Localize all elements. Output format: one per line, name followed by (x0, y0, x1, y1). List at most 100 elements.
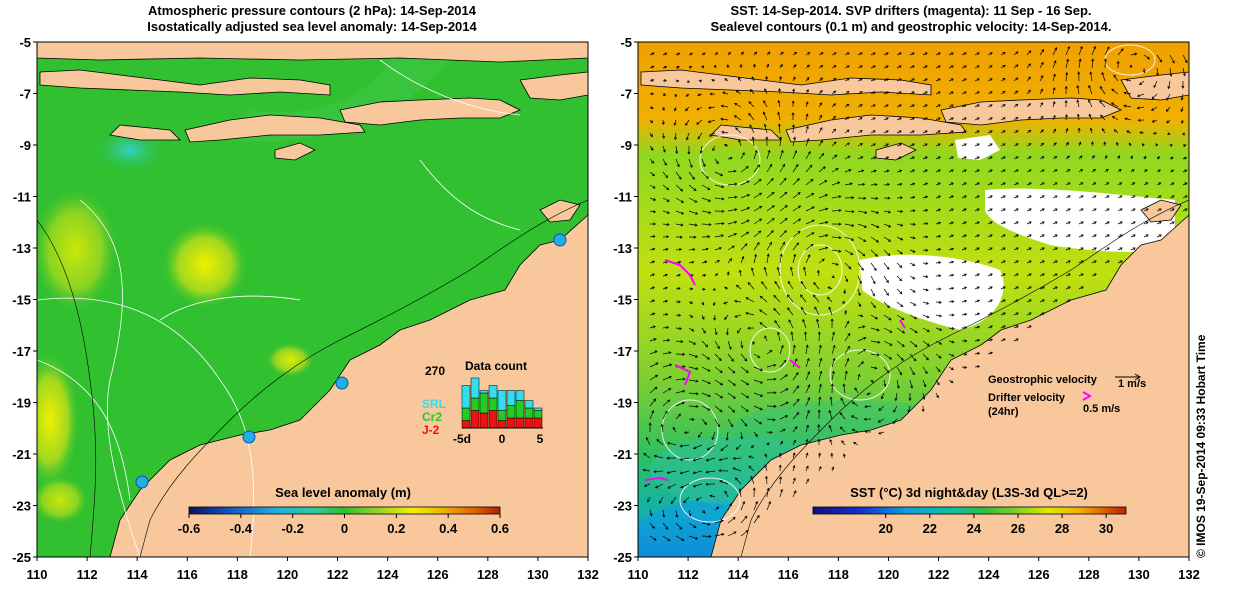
velocity-arrow (740, 366, 749, 373)
velocity-arrow (844, 275, 848, 282)
velocity-arrow-head (720, 104, 724, 108)
velocity-arrow-head (950, 247, 955, 251)
velocity-arrow-head (778, 452, 782, 456)
velocity-arrow-head (707, 381, 711, 385)
velocity-arrow-head (1028, 234, 1032, 238)
velocity-arrow-head (713, 64, 717, 68)
velocity-arrow (1052, 286, 1058, 290)
velocity-arrow-head (832, 357, 836, 361)
velocity-arrow (857, 170, 864, 173)
lat-tick-label: -21 (613, 447, 632, 462)
lat-tick-label: -9 (19, 138, 31, 153)
velocity-arrow-head (729, 156, 733, 160)
velocity-arrow-head (976, 325, 981, 329)
velocity-arrow-head (796, 411, 800, 415)
velocity-arrow (706, 457, 716, 461)
velocity-arrow-head (675, 150, 679, 155)
velocity-arrow (714, 235, 724, 238)
velocity-arrow-head (1015, 169, 1019, 173)
velocity-arrow (1039, 286, 1045, 290)
velocity-arrow (714, 223, 725, 225)
velocity-arrow (805, 164, 813, 173)
velocity-arrow (948, 261, 954, 264)
velocity-arrow (1000, 299, 1006, 303)
velocity-arrow-head (1125, 78, 1129, 82)
velocity-arrow-head (653, 454, 657, 458)
lat-tick-label: -15 (613, 293, 632, 308)
velocity-arrow-head (886, 292, 889, 296)
velocity-arrow (948, 65, 954, 69)
velocity-arrow-head (719, 370, 723, 373)
velocity-arrow-head (794, 358, 798, 362)
velocity-arrow-head (759, 368, 764, 371)
velocity-arrow-head (764, 453, 768, 457)
velocity-arrow (675, 197, 684, 203)
velocity-arrow (662, 248, 669, 251)
velocity-arrow-head (711, 437, 715, 441)
velocity-arrow-head (678, 176, 682, 180)
velocity-arrow-head (989, 273, 993, 277)
velocity-arrow-head (1171, 182, 1175, 186)
velocity-arrow (843, 384, 846, 394)
velocity-arrow-head (1113, 74, 1117, 78)
velocity-arrow-head (854, 387, 858, 391)
velocity-arrow (1130, 247, 1136, 251)
lat-tick-label: -23 (12, 499, 31, 514)
lon-tick-label: 128 (477, 567, 499, 582)
velocity-arrow (922, 209, 928, 212)
velocity-arrow (935, 235, 941, 238)
velocity-arrow-head (758, 230, 762, 234)
velocity-arrow (987, 78, 993, 82)
velocity-arrow-head (806, 89, 809, 93)
velocity-arrow (805, 219, 815, 225)
velocity-arrow (1125, 79, 1132, 82)
velocity-arrow-head (1171, 208, 1175, 212)
velocity-arrow-head (721, 221, 725, 225)
velocity-arrow (674, 132, 677, 140)
velocity-arrow (1013, 51, 1019, 56)
velocity-arrow (1104, 260, 1110, 264)
velocity-arrow (1078, 182, 1084, 186)
velocity-arrow-head (1106, 260, 1110, 264)
velocity-arrow (896, 340, 905, 347)
velocity-arrow (818, 247, 828, 251)
velocity-arrow-head (690, 301, 694, 304)
velocity-arrow-head (719, 480, 723, 483)
velocity-arrow-head (885, 65, 889, 69)
velocity-arrow-head (851, 401, 855, 405)
velocity-arrow-head (925, 261, 929, 265)
velocity-arrow (779, 230, 787, 238)
velocity-arrow-head (708, 223, 712, 227)
velocity-arrow (828, 306, 833, 316)
velocity-arrow (740, 340, 743, 348)
velocity-arrow (1078, 221, 1084, 225)
velocity-arrow-head (1077, 71, 1081, 75)
velocity-arrow-head (722, 91, 726, 95)
velocity-arrow-head (1106, 195, 1110, 199)
velocity-arrow-head (1067, 234, 1071, 238)
velocity-arrow-head (950, 221, 954, 225)
velocity-arrow (779, 191, 788, 199)
velocity-arrow-head (824, 194, 829, 197)
velocity-arrow-head (806, 137, 810, 142)
velocity-arrow-head (1080, 247, 1084, 251)
velocity-arrow-head (819, 114, 823, 118)
velocity-arrow-head (734, 182, 738, 186)
velocity-arrow (792, 150, 797, 160)
velocity-arrow-head (839, 426, 843, 430)
velocity-arrow (1039, 116, 1044, 121)
velocity-arrow (707, 444, 716, 451)
velocity-arrow-head (653, 537, 657, 541)
velocity-arrow (740, 501, 745, 511)
velocity-arrow-head (875, 196, 879, 200)
velocity-arrow (987, 286, 993, 290)
lon-tick-label: 130 (527, 567, 549, 582)
velocity-arrow (948, 234, 954, 238)
velocity-arrow (792, 412, 800, 420)
velocity-arrow (779, 164, 785, 173)
velocity-arrow-head (793, 490, 797, 494)
land-right (640, 69, 1189, 557)
velocity-arrow-head (851, 210, 855, 214)
velocity-arrow (680, 457, 690, 461)
velocity-arrow-head (1028, 312, 1032, 316)
